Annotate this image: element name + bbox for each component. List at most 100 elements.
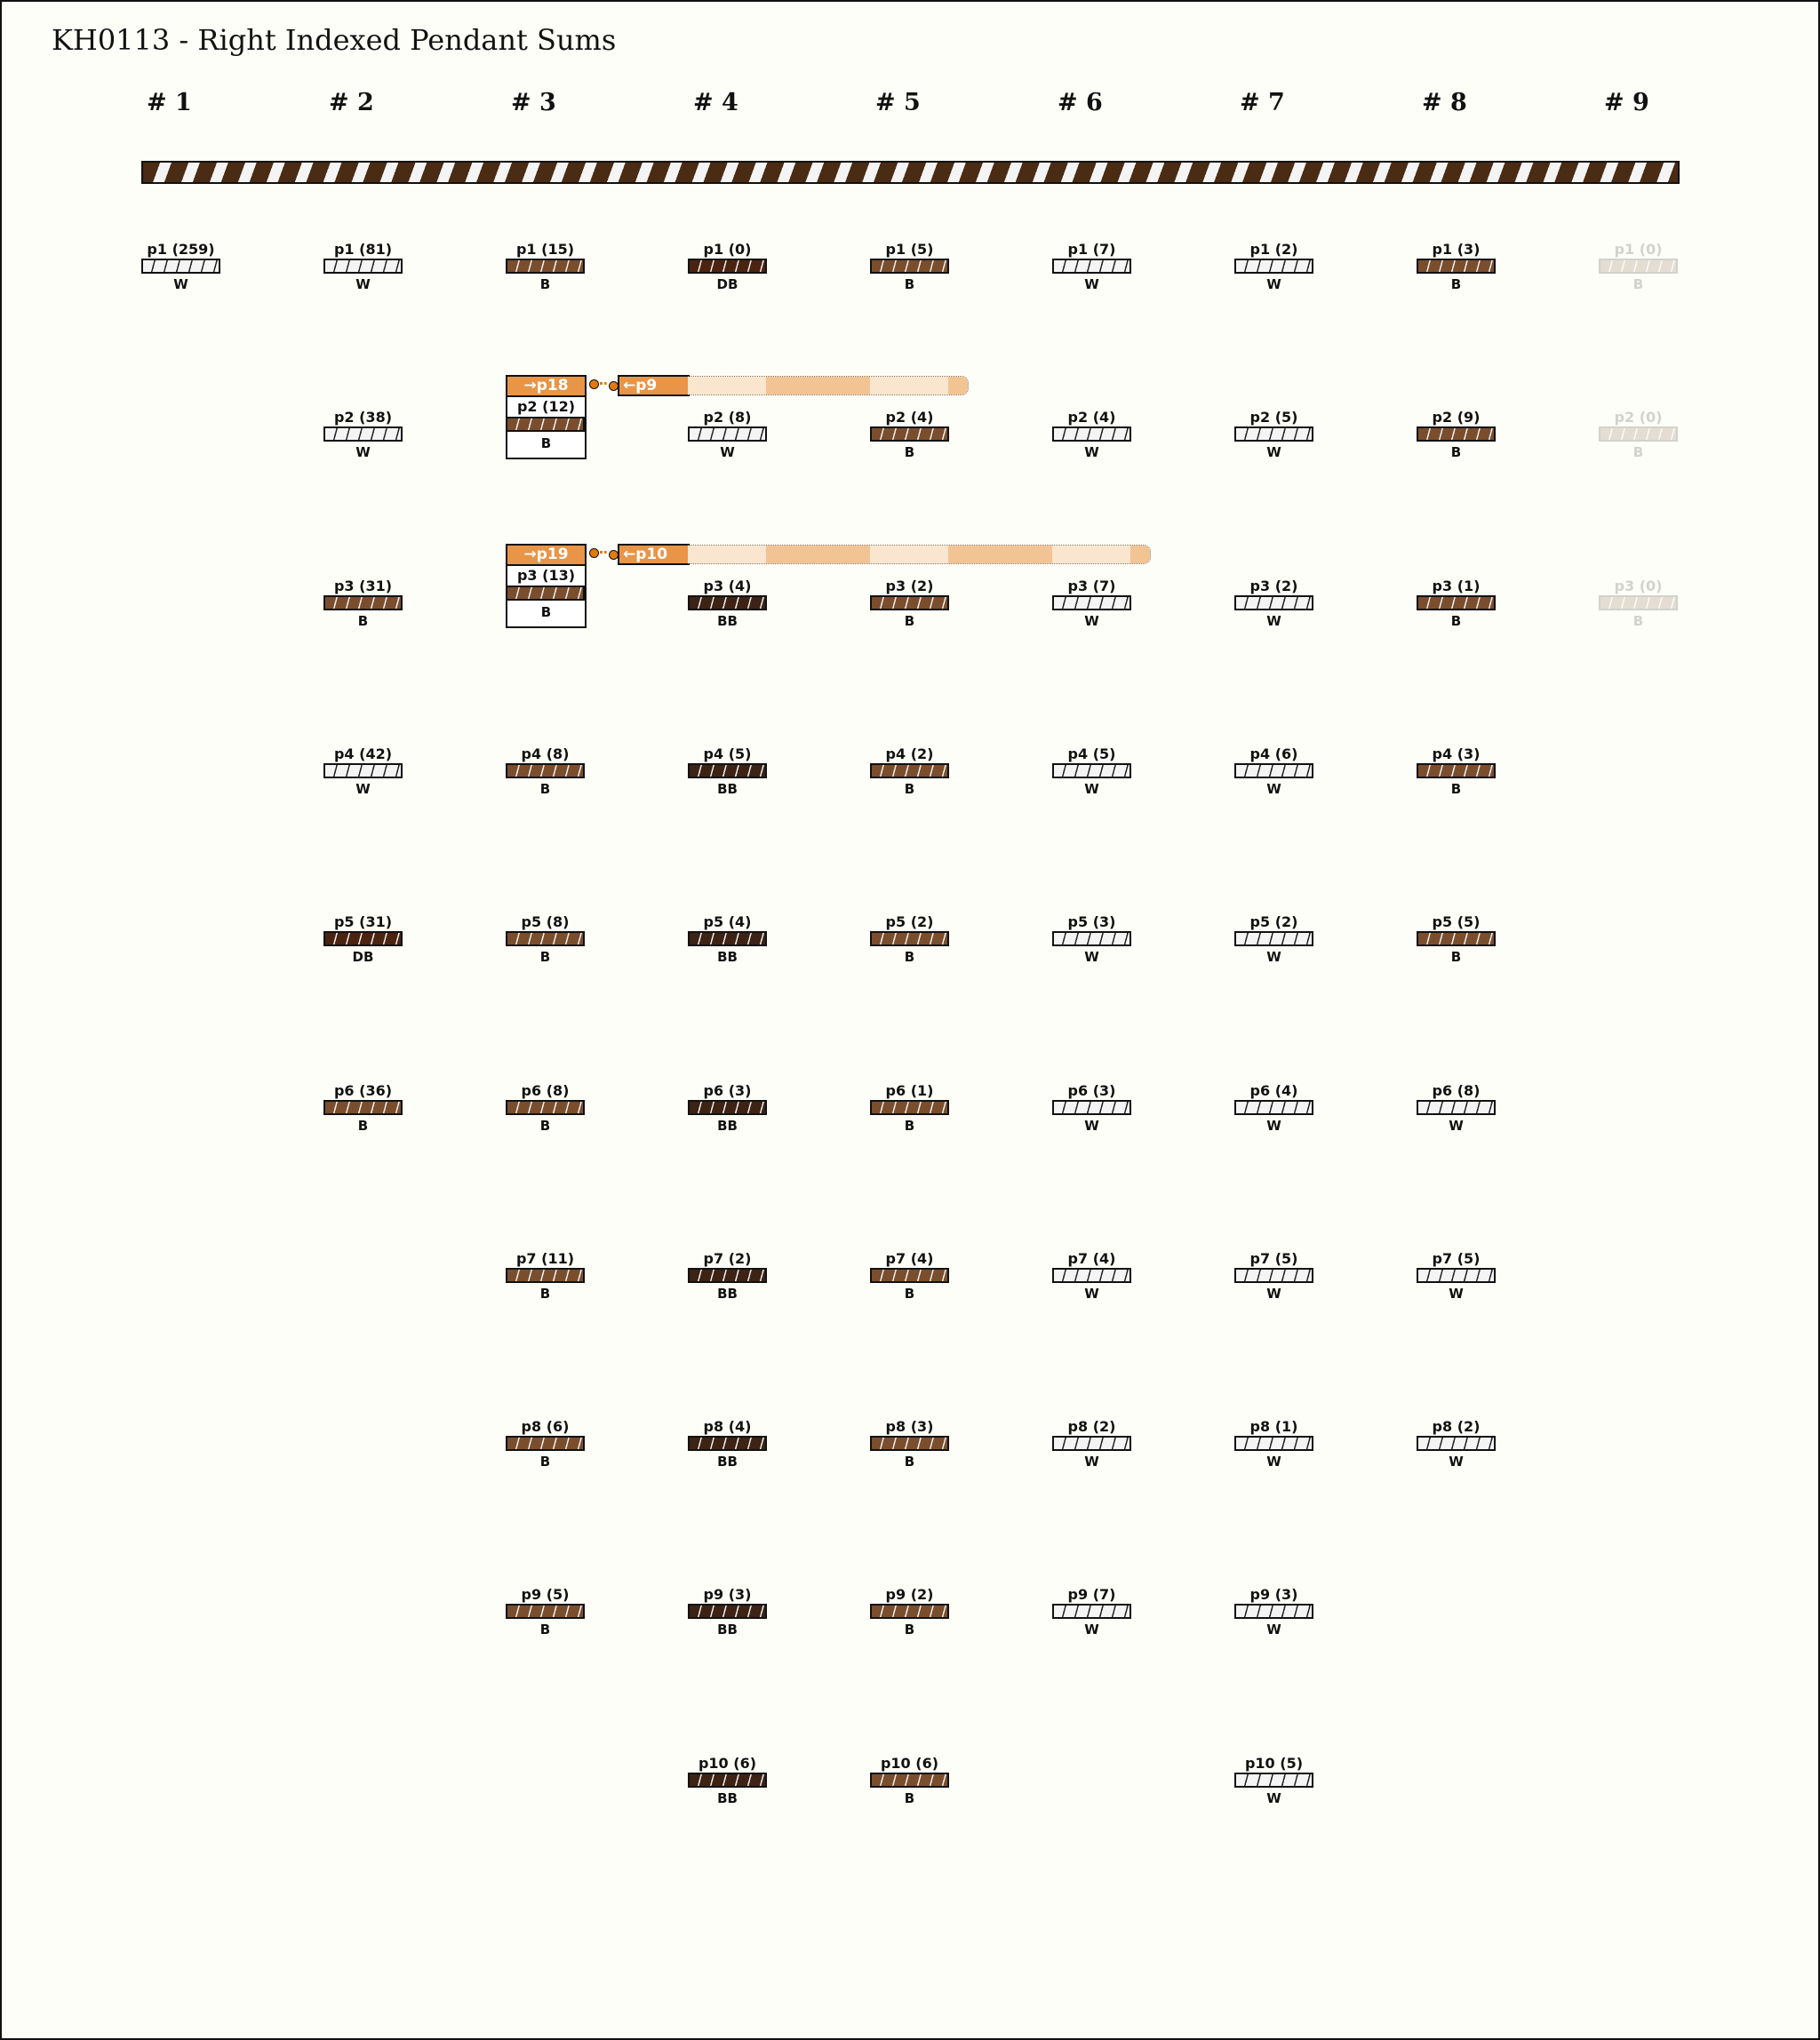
column-header: # 7 (1240, 89, 1285, 116)
pendant-cord-W (323, 259, 403, 274)
pendant-color-code: W (1084, 612, 1099, 629)
pendant-label: p3 (1) (1432, 577, 1481, 594)
pendant-color-code: W (1084, 780, 1099, 797)
pendant-label: p1 (259) (147, 241, 215, 258)
pendant-cord-W (1417, 1436, 1496, 1452)
pendant-cord-B (870, 1099, 949, 1115)
column-header: # 2 (329, 89, 374, 116)
pendant-label: p8 (3) (885, 1418, 934, 1436)
band-segment (688, 377, 766, 395)
pendant-label: p1 (15) (515, 241, 575, 258)
pendant-label: p2 (9) (1432, 409, 1481, 426)
pendant-color-code: B (540, 603, 552, 620)
column-header: # 6 (1058, 89, 1103, 116)
pendant-cord-B (870, 762, 949, 778)
pendant-color-code: B (539, 1285, 551, 1302)
link-dash (600, 382, 607, 386)
primary-cord (141, 161, 1680, 184)
pendant-color-code: W (1266, 1622, 1281, 1638)
pendant-label: p7 (4) (885, 1249, 934, 1267)
pendant-cord-W (1052, 426, 1131, 442)
link-source-tag: ←p9 (618, 375, 690, 397)
pendant-color-code: W (173, 276, 188, 292)
pendant-label: p5 (8) (521, 913, 570, 931)
band-segment (948, 545, 1052, 563)
pendant-cord-B (1599, 259, 1678, 274)
pendant-label: p3 (0) (1614, 577, 1663, 594)
pendant-cord-B (506, 259, 585, 274)
pendant-color-code: B (1632, 444, 1644, 461)
pendant-color-code: B (904, 1789, 915, 1806)
pendant-cord-W (1052, 931, 1131, 947)
pendant-cord-B (870, 259, 949, 274)
pendant-cord-W (323, 426, 403, 442)
pendant-cord-W (688, 426, 767, 442)
pendant-cord-W (1234, 1604, 1313, 1620)
pendant-label: p3 (2) (1249, 577, 1298, 594)
pendant-color-code: B (904, 949, 915, 966)
pendant-color-code: B (1450, 780, 1462, 797)
pendant-label: p1 (5) (885, 241, 934, 258)
pendant-cord-B (870, 1436, 949, 1452)
pendant-cord-W (1417, 1267, 1496, 1283)
pendant-cord-B (506, 762, 585, 778)
pendant-color-code: B (1450, 276, 1462, 292)
pendant-label: p4 (2) (885, 745, 934, 762)
pendant-label: p6 (3) (1067, 1081, 1116, 1099)
pendant-cord-W (1417, 1099, 1496, 1115)
pendant-color-code: BB (717, 1285, 738, 1302)
column-header: # 4 (693, 89, 738, 116)
pendant-color-code: W (355, 444, 371, 461)
pendant-color-code: B (1450, 444, 1462, 461)
pendant-label: p6 (3) (703, 1081, 752, 1099)
pendant-label: p2 (8) (703, 409, 752, 426)
pendant-cord-B (506, 931, 585, 947)
pendant-color-code: W (1449, 1454, 1464, 1470)
pendant-label: p7 (11) (515, 1249, 575, 1267)
pendant-color-code: W (1084, 1622, 1099, 1638)
pendant-color-code: BB (717, 1117, 738, 1134)
linked-pendant-box: →p19 p3 (13) B (506, 543, 587, 628)
pendant-label: p4 (5) (703, 745, 752, 762)
pendant-label: p5 (2) (1249, 913, 1298, 931)
column-header: # 5 (875, 89, 921, 116)
pendant-label: p2 (4) (1067, 409, 1116, 426)
pendant-color-code: B (539, 1622, 551, 1638)
pendant-color-code: W (1084, 1454, 1099, 1470)
pendant-label: p5 (4) (703, 913, 752, 931)
pendant-color-code: BB (717, 1789, 738, 1806)
pendant-label: p4 (3) (1432, 745, 1481, 762)
pendant-label: p7 (4) (1067, 1249, 1116, 1267)
pendant-cord-W (323, 762, 403, 778)
pendant-label: p1 (81) (333, 241, 393, 258)
pendant-cord-B (1599, 594, 1678, 610)
pendant-color-code: W (355, 780, 371, 797)
pendant-cord-W (1234, 259, 1313, 274)
column-header: # 3 (511, 89, 556, 116)
pendant-cord-B (323, 1099, 403, 1115)
column-header: # 1 (147, 89, 192, 116)
pendant-label: p3 (7) (1067, 577, 1116, 594)
pendant-cord-W (1052, 762, 1131, 778)
link-dot (589, 379, 599, 390)
pendant-color-code: W (1266, 1454, 1281, 1470)
pendant-label: p6 (8) (1432, 1081, 1481, 1099)
pendant-label: p3 (13) (516, 566, 576, 584)
pendant-color-code: B (904, 1117, 915, 1134)
pendant-label: p8 (6) (521, 1418, 570, 1436)
band-segment (1052, 545, 1130, 563)
band-segment (870, 377, 948, 395)
pendant-color-code: B (357, 612, 369, 629)
pendant-color-code: W (1266, 1117, 1281, 1134)
pendant-cord-BB (688, 1604, 767, 1620)
pendant-label: p10 (6) (698, 1754, 757, 1772)
pendant-label: p4 (8) (521, 745, 570, 762)
pendant-label: p2 (12) (516, 398, 576, 416)
pendant-color-code: B (357, 1117, 369, 1134)
pendant-label: p9 (3) (1249, 1586, 1298, 1604)
pendant-color-code: W (1084, 276, 1099, 292)
pendant-label: p4 (5) (1067, 745, 1116, 762)
link-span-band (688, 376, 969, 396)
pendant-cord-BB (688, 1267, 767, 1283)
band-segment (948, 377, 968, 395)
